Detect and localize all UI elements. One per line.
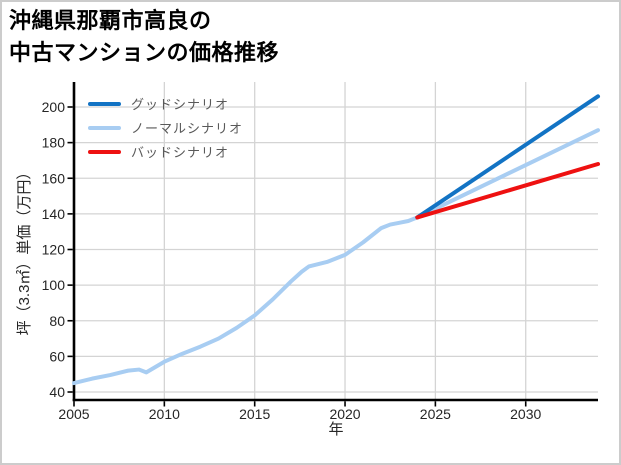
legend-swatch-bad-line [88,149,121,154]
legend-swatch-normal-line [88,125,121,130]
chart-title-line1: 沖縄県那覇市高良の [9,8,212,33]
history-line [72,215,420,386]
y-tick-label: 40 [49,384,65,400]
legend: グッドシナリオ ノーマルシナリオ バッドシナリオ [88,97,243,169]
y-tick-label: 200 [42,99,66,115]
x-tick-label: 2030 [510,406,541,422]
y-tick-label: 120 [42,242,66,258]
forecast-line-good [415,94,600,220]
legend-item-good: グッドシナリオ [88,97,243,112]
x-tick-label: 2020 [329,406,360,422]
x-tick-label: 2025 [420,406,451,422]
y-tick-label: 60 [49,348,65,364]
y-tick-label: 180 [42,135,66,151]
x-axis-label: 年 [328,421,344,438]
forecast-line-normal [415,128,600,220]
y-axis-label: 坪（3.3㎡）単価（万円） [16,164,33,336]
x-tick-label: 2010 [149,406,180,422]
legend-label-bad: バッドシナリオ [131,145,230,160]
y-tick-label: 140 [42,206,66,222]
y-tick-label: 100 [42,277,66,293]
legend-item-normal: ノーマルシナリオ [88,121,244,136]
y-tick-label: 80 [49,313,65,329]
y-tick-label: 160 [42,170,66,186]
legend-swatch-good-line [88,101,121,106]
legend-label-normal: ノーマルシナリオ [131,121,244,136]
chart-title-line2: 中古マンションの価格推移 [9,40,280,65]
x-tick-label: 2005 [58,406,89,422]
forecast-line-bad [415,162,600,220]
chart-title: 沖縄県那覇市高良の 中古マンションの価格推移 [9,5,279,69]
legend-item-bad: バッドシナリオ [88,145,243,160]
legend-label-good: グッドシナリオ [131,97,230,112]
x-tick-label: 2015 [239,406,270,422]
